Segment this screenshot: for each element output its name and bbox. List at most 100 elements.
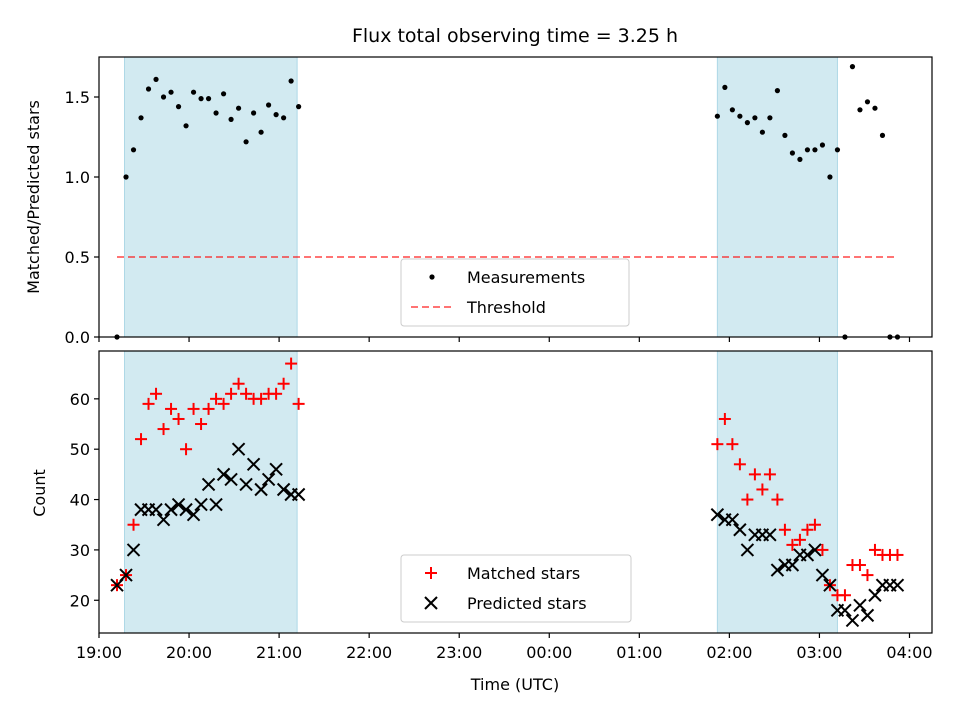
measurement-point xyxy=(864,99,871,105)
predicted-star-point xyxy=(890,578,905,592)
measurement-point xyxy=(153,76,159,82)
predicted-star-point xyxy=(231,442,246,456)
legend-predicted-label: Predicted stars xyxy=(467,594,587,613)
matched-star-point xyxy=(127,518,140,531)
predicted-star-point xyxy=(860,608,875,623)
top-axes-frame xyxy=(98,56,933,338)
predicted-star-point xyxy=(845,613,860,628)
predicted-star-point xyxy=(823,578,837,592)
matched-star-point xyxy=(711,438,724,451)
measurement-point xyxy=(213,110,219,116)
measurement-point xyxy=(183,123,189,129)
matched-star-point xyxy=(195,418,208,431)
matched-star-point xyxy=(135,433,148,446)
predicted-star-point xyxy=(239,477,253,492)
top-shaded-interval-1 xyxy=(716,56,838,338)
predicted-star-point xyxy=(201,477,216,492)
measurement-point xyxy=(774,88,781,94)
top-y-tick-label: 1.0 xyxy=(65,168,90,187)
measurement-point xyxy=(729,107,735,113)
measurement-point xyxy=(834,147,841,153)
matched-star-point xyxy=(748,468,761,481)
x-axis-label: Time (UTC) xyxy=(470,675,559,694)
bottom-y-ticks: 20 30 40 50 60 xyxy=(70,390,99,610)
measurement-point xyxy=(737,113,743,119)
bottom-legend: Matched stars Predicted stars xyxy=(400,554,632,623)
predicted-star-point xyxy=(164,502,178,517)
predicted-star-point xyxy=(838,603,852,618)
matched-star-point xyxy=(801,523,814,536)
measurement-point xyxy=(281,115,287,121)
measurement-point xyxy=(205,96,212,102)
top-y-ticks: 0.0 0.5 1.0 1.5 xyxy=(65,88,99,347)
measurement-point xyxy=(296,104,302,110)
predicted-star-point xyxy=(126,543,141,557)
bottom-y-tick-label: 20 xyxy=(70,591,90,610)
matched-star-point xyxy=(180,443,193,456)
predicted-star-point xyxy=(800,548,815,562)
predicted-star-point xyxy=(785,558,800,572)
predicted-star-point xyxy=(156,512,171,527)
predicted-star-point xyxy=(291,487,306,502)
measurement-point xyxy=(827,174,833,180)
measurement-point xyxy=(130,147,137,153)
matched-star-point xyxy=(733,458,746,471)
bottom-y-axis-label: Count xyxy=(30,469,49,517)
matched-star-point xyxy=(808,518,821,531)
predicted-star-point xyxy=(725,512,740,527)
x-tick-label: 02:00 xyxy=(706,643,752,662)
matched-star-point xyxy=(292,397,305,410)
predicted-star-point xyxy=(216,467,231,482)
x-tick-label: 01:00 xyxy=(616,643,662,662)
matched-star-point xyxy=(150,387,163,400)
matched-star-point xyxy=(172,412,185,425)
bottom-y-tick-label: 60 xyxy=(70,390,90,409)
matched-star-point xyxy=(838,589,851,602)
measurement-point xyxy=(819,142,826,148)
matched-star-point xyxy=(202,402,215,415)
measurement-point xyxy=(879,132,886,138)
predicted-star-point xyxy=(763,528,777,542)
matched-star-point xyxy=(232,377,245,390)
x-tick-label: 04:00 xyxy=(886,643,932,662)
predicted-star-point xyxy=(710,507,725,522)
measurement-point xyxy=(714,113,720,119)
measurement-point xyxy=(266,102,272,108)
legend-threshold-label: Threshold xyxy=(466,298,546,317)
matched-star-point xyxy=(210,392,223,405)
x-tick-label: 22:00 xyxy=(346,643,392,662)
measurement-point xyxy=(175,104,182,110)
x-tick-label: 03:00 xyxy=(796,643,842,662)
bottom-y-tick-label: 30 xyxy=(70,541,90,560)
predicted-star-point xyxy=(733,523,747,537)
top-x-ticks xyxy=(98,337,911,342)
bottom-panel: 20 30 40 50 60 19:00 20:00 21:00 22:00 23:00 00:0… xyxy=(30,350,933,694)
predicted-star-point xyxy=(149,502,163,517)
measurement-point xyxy=(789,150,796,156)
matched-star-point xyxy=(891,548,904,561)
predicted-star-point xyxy=(179,502,193,517)
measurement-point xyxy=(752,115,758,121)
measurement-point xyxy=(190,89,197,95)
x-tick-label: 23:00 xyxy=(436,643,482,662)
measurement-point xyxy=(288,78,294,84)
top-legend-box xyxy=(400,258,630,327)
matched-star-point xyxy=(778,523,791,536)
measurement-point xyxy=(138,115,144,121)
matched-star-point xyxy=(868,543,881,556)
matched-star-point xyxy=(240,387,253,400)
top-y-axis-label: Matched/Predicted stars xyxy=(24,100,43,294)
x-tick-label: 21:00 xyxy=(256,643,302,662)
legend-measurements-label: Measurements xyxy=(467,268,585,287)
x-tick-label: 20:00 xyxy=(166,643,212,662)
matched-star-point xyxy=(741,493,754,506)
matched-star-point xyxy=(786,538,799,551)
top-y-tick-label: 0.5 xyxy=(65,248,90,267)
legend-matched-label: Matched stars xyxy=(467,564,580,583)
measurement-point xyxy=(857,107,863,113)
measurement-point xyxy=(198,96,204,102)
predicted-star-point xyxy=(808,543,822,557)
matched-star-point xyxy=(165,402,178,415)
matched-star-point xyxy=(157,423,170,436)
